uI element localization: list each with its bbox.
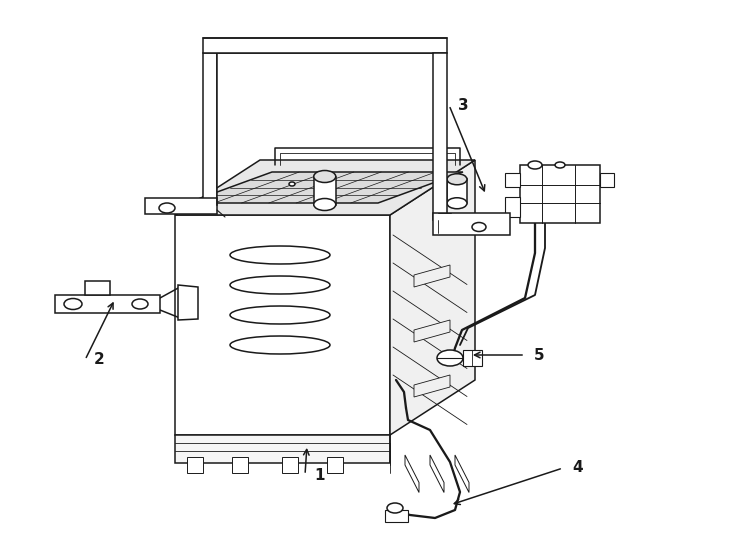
Polygon shape — [175, 160, 475, 215]
Polygon shape — [447, 179, 467, 203]
Ellipse shape — [437, 350, 463, 366]
Ellipse shape — [387, 503, 403, 513]
Text: 4: 4 — [572, 461, 583, 476]
Ellipse shape — [440, 182, 446, 186]
Ellipse shape — [230, 276, 330, 294]
Polygon shape — [178, 285, 198, 320]
Polygon shape — [520, 165, 600, 223]
Polygon shape — [433, 213, 510, 235]
Text: 2: 2 — [94, 353, 105, 368]
Polygon shape — [85, 281, 110, 295]
Polygon shape — [187, 172, 463, 203]
Polygon shape — [385, 510, 408, 522]
Ellipse shape — [472, 222, 486, 232]
Polygon shape — [203, 53, 217, 205]
Ellipse shape — [159, 203, 175, 213]
Ellipse shape — [230, 336, 330, 354]
Ellipse shape — [132, 299, 148, 309]
Polygon shape — [414, 375, 450, 397]
Ellipse shape — [528, 161, 542, 169]
Polygon shape — [145, 198, 217, 214]
Polygon shape — [463, 350, 482, 366]
Polygon shape — [433, 53, 447, 220]
Ellipse shape — [555, 162, 565, 168]
Polygon shape — [414, 320, 450, 342]
Text: 3: 3 — [458, 98, 468, 112]
Polygon shape — [327, 457, 343, 473]
Polygon shape — [187, 457, 203, 473]
Polygon shape — [232, 457, 248, 473]
Ellipse shape — [289, 182, 295, 186]
Ellipse shape — [230, 246, 330, 264]
Polygon shape — [55, 295, 160, 313]
Polygon shape — [505, 197, 520, 217]
Polygon shape — [405, 455, 419, 492]
Polygon shape — [203, 38, 447, 53]
Polygon shape — [600, 173, 614, 187]
Ellipse shape — [313, 171, 335, 183]
Ellipse shape — [447, 198, 467, 209]
Ellipse shape — [313, 199, 335, 211]
Ellipse shape — [230, 306, 330, 324]
Polygon shape — [390, 160, 475, 435]
Polygon shape — [455, 455, 469, 492]
Polygon shape — [313, 177, 335, 205]
Polygon shape — [414, 265, 450, 287]
Text: 1: 1 — [314, 468, 324, 483]
Ellipse shape — [64, 299, 82, 309]
Polygon shape — [430, 455, 444, 492]
Polygon shape — [175, 435, 390, 463]
Ellipse shape — [447, 174, 467, 185]
Text: 5: 5 — [534, 348, 545, 362]
Polygon shape — [175, 215, 390, 435]
Polygon shape — [282, 457, 298, 473]
Polygon shape — [505, 173, 520, 187]
